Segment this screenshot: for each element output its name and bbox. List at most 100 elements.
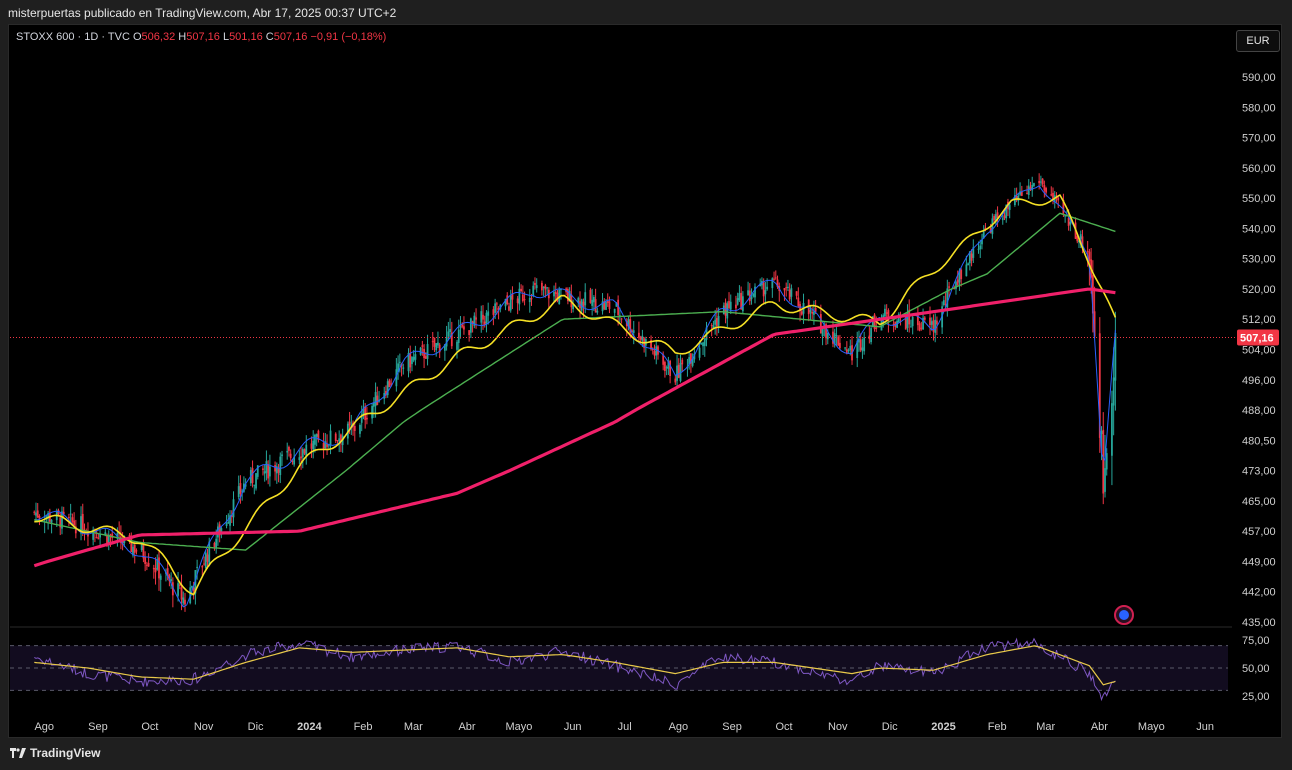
candle-body (184, 599, 186, 605)
candle-body (693, 354, 696, 360)
candle-body (790, 288, 793, 297)
candle-body (965, 264, 968, 277)
candle-body (487, 311, 490, 316)
candle-body (255, 473, 257, 489)
time-tick-label: 2025 (931, 721, 955, 733)
candle-body (726, 303, 729, 319)
candle-body (1062, 200, 1065, 214)
candle-body (530, 298, 533, 300)
candle-body (722, 305, 725, 315)
candle-body (605, 301, 607, 310)
candle-body (1033, 183, 1035, 186)
time-tick-label: Nov (194, 721, 214, 733)
candle-body (955, 282, 957, 289)
candle-body (1086, 250, 1089, 252)
candle-body (208, 541, 211, 566)
candle-body (95, 536, 98, 538)
candle-body (591, 299, 594, 306)
candle-body (376, 395, 379, 406)
high-label: H (178, 31, 187, 43)
candle-body (73, 520, 76, 526)
candle-body (942, 300, 945, 305)
candle-body (92, 529, 95, 540)
candle-body (239, 483, 242, 494)
candle-body (535, 285, 538, 289)
candle-body (863, 337, 866, 352)
candle-body (582, 301, 585, 308)
candle-body (204, 552, 207, 569)
candle-body (1013, 195, 1016, 206)
candle-body (274, 465, 276, 472)
candle-body (206, 554, 209, 562)
candle-body (518, 288, 521, 305)
candle-body (885, 312, 888, 314)
candle-body (892, 323, 895, 326)
candle-body (135, 550, 138, 552)
candle-body (158, 557, 160, 579)
candle-body (437, 342, 439, 346)
candle-body (1114, 333, 1117, 381)
candle-body (750, 297, 753, 300)
candle-body (996, 212, 999, 219)
candle-body (970, 253, 973, 261)
candle-body (554, 291, 557, 294)
candle-body (338, 438, 341, 442)
price-tick-label: 442,00 (1242, 587, 1276, 599)
candle-body (665, 367, 668, 369)
candle-body (463, 326, 465, 330)
candle-body (566, 289, 569, 302)
candle-body (485, 312, 488, 324)
price-tick-label: 570,00 (1242, 133, 1276, 145)
candle-body (1104, 468, 1106, 492)
candle-body (156, 559, 159, 570)
candle-body (407, 352, 410, 372)
candle-body (45, 516, 48, 518)
price-tick-label: 520,00 (1242, 284, 1276, 296)
candle-body (667, 361, 670, 369)
candle-body (106, 535, 108, 544)
candle-body (690, 353, 692, 364)
candle-body (509, 295, 512, 311)
time-tick-label: Abr (458, 721, 475, 733)
symbol-label[interactable]: STOXX 600 · 1D · TVC (16, 31, 130, 43)
candle-body (132, 546, 134, 556)
candle-body (492, 309, 495, 315)
attribution-text: misterpuertas publicado en TradingView.c… (8, 6, 397, 20)
candle-body (232, 499, 235, 518)
candle-body (178, 584, 181, 586)
candle-body (469, 318, 472, 333)
candle-body (315, 434, 318, 437)
time-tick-label: Feb (354, 721, 373, 733)
time-tick-label: Mar (404, 721, 423, 733)
candle-body (662, 354, 665, 365)
candle-body (459, 326, 462, 328)
candle-body (738, 293, 741, 301)
candle-body (395, 369, 398, 387)
rsi-pane (10, 626, 1232, 702)
candle-body (317, 430, 320, 440)
candle-body (603, 301, 606, 310)
candle-body (360, 414, 363, 423)
candle-body (390, 383, 393, 385)
candle-body (688, 357, 691, 365)
chart-panel[interactable] (8, 24, 1282, 738)
candle-body (499, 304, 502, 310)
candle-body (130, 536, 133, 552)
events-icon[interactable] (1114, 605, 1134, 625)
candle-body (1079, 234, 1082, 240)
candle-body (1102, 429, 1105, 494)
candle-body (546, 287, 548, 289)
candle-body (301, 449, 304, 458)
price-tick-label: 435,00 (1242, 617, 1276, 629)
candle-body (326, 444, 328, 447)
candle-body (800, 311, 803, 315)
candle-body (329, 430, 332, 445)
currency-button[interactable]: EUR (1236, 30, 1280, 52)
tradingview-logo-icon (10, 748, 26, 758)
candle-body (728, 300, 730, 309)
candle-body (884, 308, 886, 317)
candle-body (177, 583, 179, 596)
candle-body (967, 263, 970, 266)
candle-body (33, 511, 36, 513)
